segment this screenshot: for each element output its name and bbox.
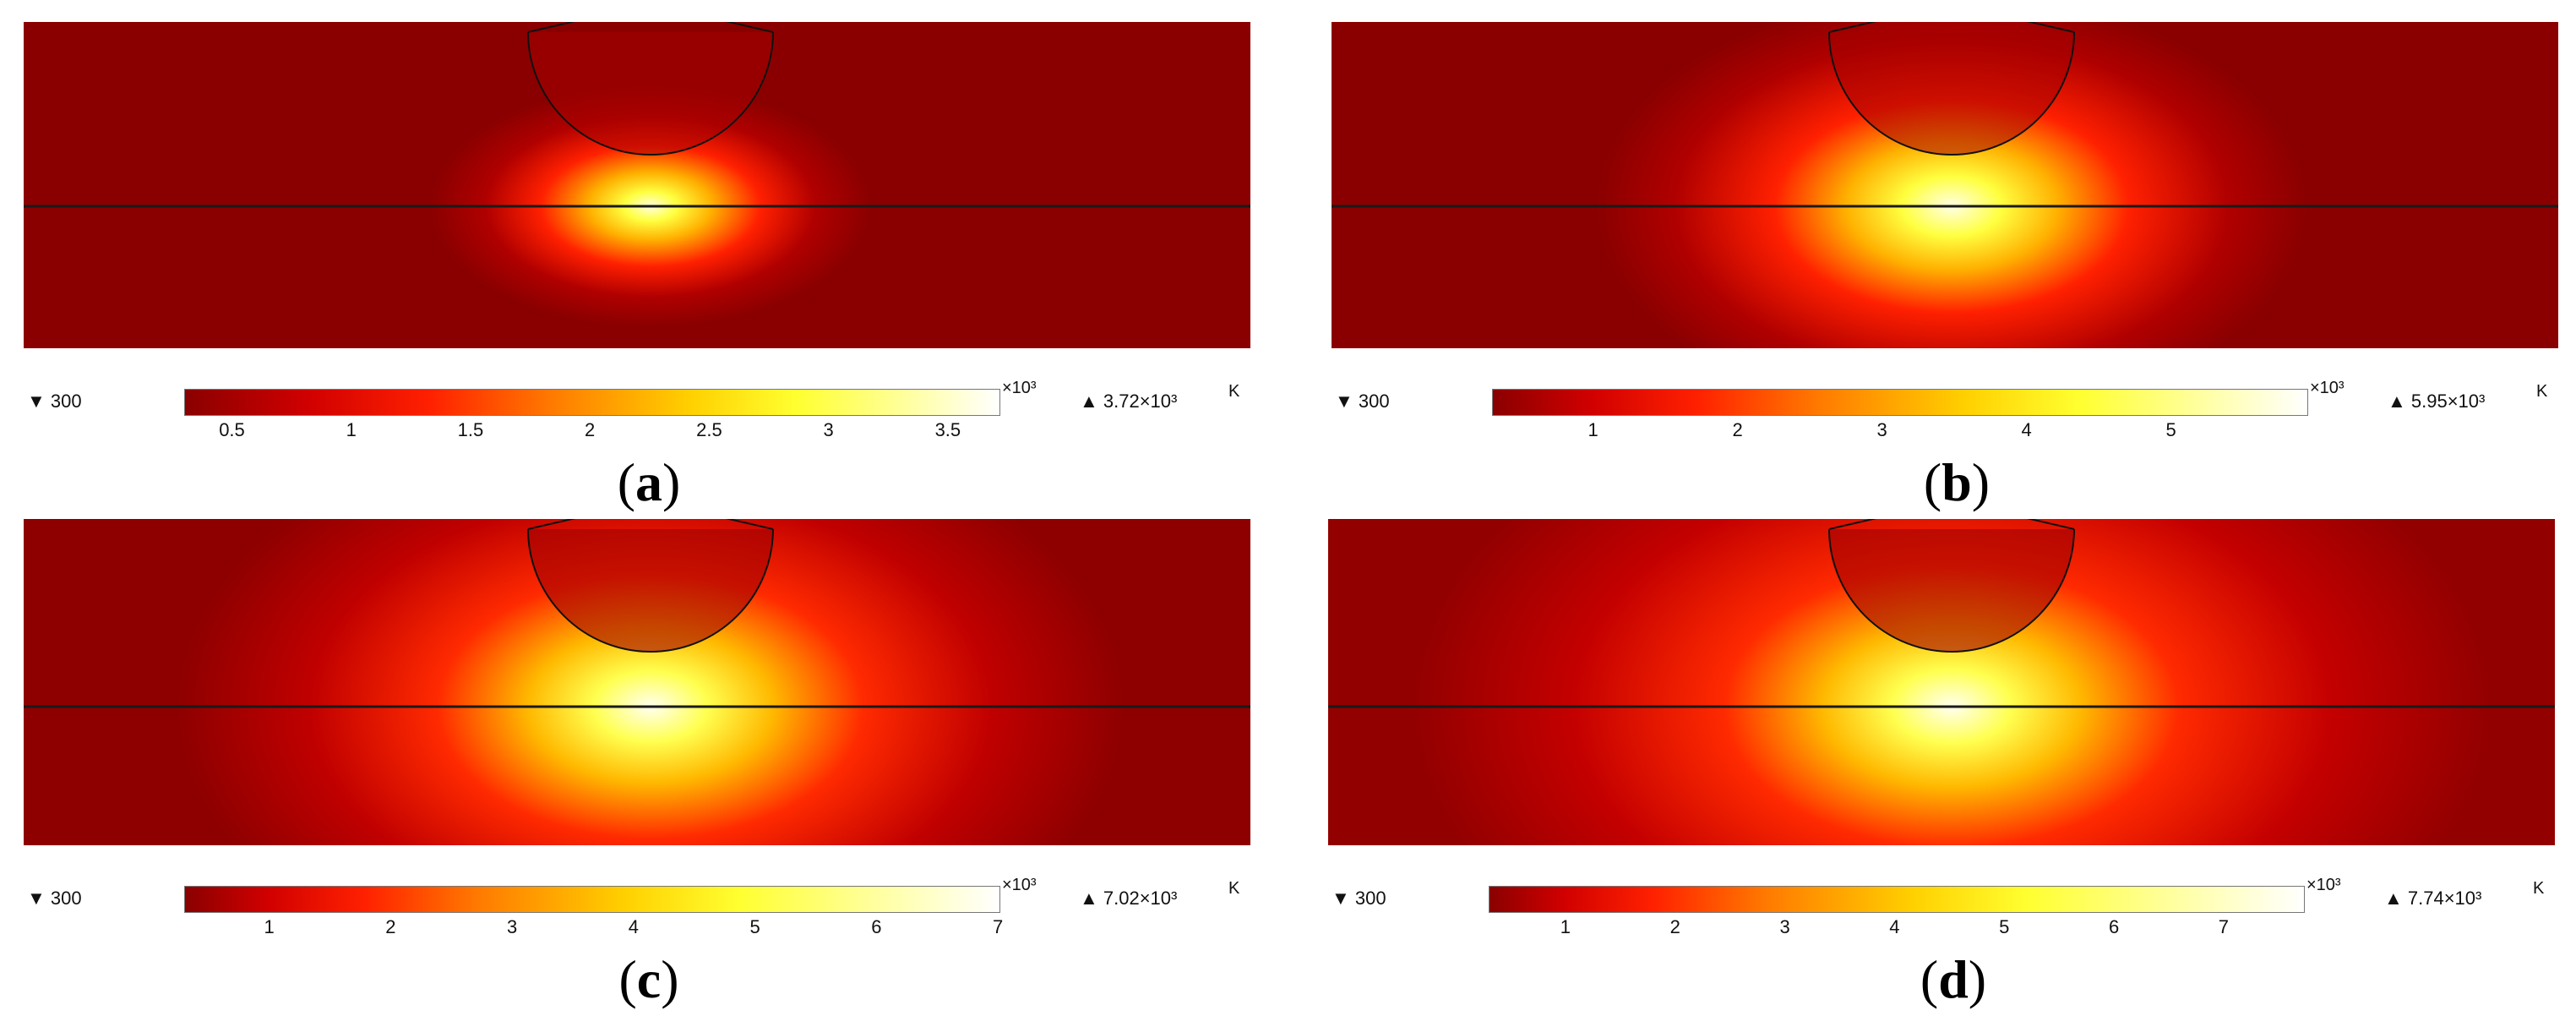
colorbar-tick-label: 2.5: [696, 419, 722, 440]
colorbar-tick-label: 3: [1779, 916, 1790, 937]
temperature-field-svg: [1332, 22, 2558, 348]
panel-c: ▼ 300 ×10³ ▲ 7.02×10³ K 1 2 3 4 5 6 7 (c): [24, 519, 1274, 1026]
colorbar: [184, 389, 1000, 416]
colorbar-legend: ▼ 300 ×10³ ▲ 7.74×10³ K 1 2 3 4 5 6 7: [1328, 866, 2576, 937]
particle-outline: [1828, 31, 2075, 156]
particle-cap: [1828, 519, 2075, 530]
max-value-label: ▲ 7.74×10³: [2384, 888, 2482, 909]
exponent-label: ×10³: [1002, 876, 1037, 894]
colorbar-tick-label: 1: [1588, 419, 1598, 440]
colorbar-tick-label: 1: [1560, 916, 1571, 937]
temperature-field-svg: [24, 519, 1250, 845]
min-value-label: ▼ 300: [27, 391, 82, 412]
exponent-label: ×10³: [2306, 876, 2341, 894]
max-value-label: ▲ 5.95×10³: [2388, 391, 2486, 412]
colorbar-tick-label: 1: [346, 419, 357, 440]
colorbar-tick-label: 4: [628, 916, 639, 937]
panel-b: ▼ 300 ×10³ ▲ 5.95×10³ K 1 2 3 4 5 (b): [1332, 22, 2576, 529]
colorbar: [184, 886, 1000, 913]
temperature-field-plot: [1332, 22, 2558, 348]
exponent-label: ×10³: [1002, 379, 1037, 397]
particle-outline: [527, 31, 774, 156]
colorbar-tick-label: 5: [2165, 419, 2176, 440]
min-value-label: ▼ 300: [1332, 888, 1386, 909]
colorbar-tick-label: 1.5: [457, 419, 484, 440]
min-value-label: ▼ 300: [1335, 391, 1390, 412]
colorbar-tick-label: 2: [385, 916, 396, 937]
panel-a: ▼ 300 ×10³ ▲ 3.72×10³ K 0.5 1 1.5 2 2.5 3 3.5 …: [24, 22, 1274, 529]
temperature-field-plot: [1328, 519, 2555, 845]
colorbar-tick-label: 4: [1889, 916, 1900, 937]
particle-outline: [527, 528, 774, 653]
exponent-label: ×10³: [2310, 379, 2345, 397]
min-value-label: ▼ 300: [27, 888, 82, 909]
max-value-label: ▲ 3.72×10³: [1080, 391, 1178, 412]
colorbar-tick-label: 2: [1669, 916, 1680, 937]
particle-cap: [527, 22, 774, 33]
colorbar-tick-label: 5: [749, 916, 760, 937]
max-value-label: ▲ 7.02×10³: [1080, 888, 1178, 909]
panel-caption: (c): [618, 949, 679, 1009]
colorbar-ticks: 1 2 3 4 5 6 7: [184, 916, 1004, 942]
panel-caption: (d): [1920, 949, 1987, 1009]
temperature-field-svg: [24, 22, 1250, 348]
colorbar-tick-label: 4: [2021, 419, 2032, 440]
colorbar-tick-label: 3: [1876, 419, 1887, 440]
colorbar-tick-label: 0.5: [219, 419, 245, 440]
unit-label: K: [1228, 879, 1240, 898]
colorbar-ticks: 0.5 1 1.5 2 2.5 3 3.5: [184, 419, 1000, 445]
colorbar-tick-label: 6: [2108, 916, 2120, 937]
temperature-field-plot: [24, 22, 1250, 348]
temperature-field-plot: [24, 519, 1250, 845]
colorbar-legend: ▼ 300 ×10³ ▲ 3.72×10³ K 0.5 1 1.5 2 2.5 3 3.5: [24, 369, 1274, 440]
panel-caption: (a): [617, 452, 681, 512]
unit-label: K: [2533, 879, 2545, 898]
colorbar: [1489, 886, 2305, 913]
colorbar-tick-label: 3: [823, 419, 834, 440]
colorbar-legend: ▼ 300 ×10³ ▲ 5.95×10³ K 1 2 3 4 5: [1332, 369, 2576, 440]
colorbar-tick-label: 3.5: [934, 419, 961, 440]
panel-caption: (b): [1923, 452, 1991, 512]
temperature-field-svg: [1328, 519, 2555, 845]
colorbar-tick-label: 7: [993, 916, 1004, 937]
colorbar-tick-label: 1: [264, 916, 275, 937]
colorbar-tick-label: 7: [2218, 916, 2230, 937]
colorbar-tick-label: 3: [507, 916, 518, 937]
panel-d: ▼ 300 ×10³ ▲ 7.74×10³ K 1 2 3 4 5 6 7 (d): [1328, 519, 2576, 1026]
colorbar: [1492, 389, 2308, 416]
colorbar-tick-label: 2: [585, 419, 596, 440]
particle-cap: [527, 519, 774, 530]
colorbar-tick-label: 6: [871, 916, 882, 937]
colorbar-tick-label: 2: [1732, 419, 1743, 440]
colorbar-tick-label: 5: [1999, 916, 2010, 937]
unit-label: K: [1228, 382, 1240, 401]
colorbar-ticks: 1 2 3 4 5 6 7: [1489, 916, 2305, 942]
particle-outline: [1828, 528, 2075, 653]
unit-label: K: [2536, 382, 2548, 401]
particle-cap: [1828, 22, 2075, 33]
colorbar-ticks: 1 2 3 4 5: [1492, 419, 2308, 445]
colorbar-legend: ▼ 300 ×10³ ▲ 7.02×10³ K 1 2 3 4 5 6 7: [24, 866, 1274, 937]
